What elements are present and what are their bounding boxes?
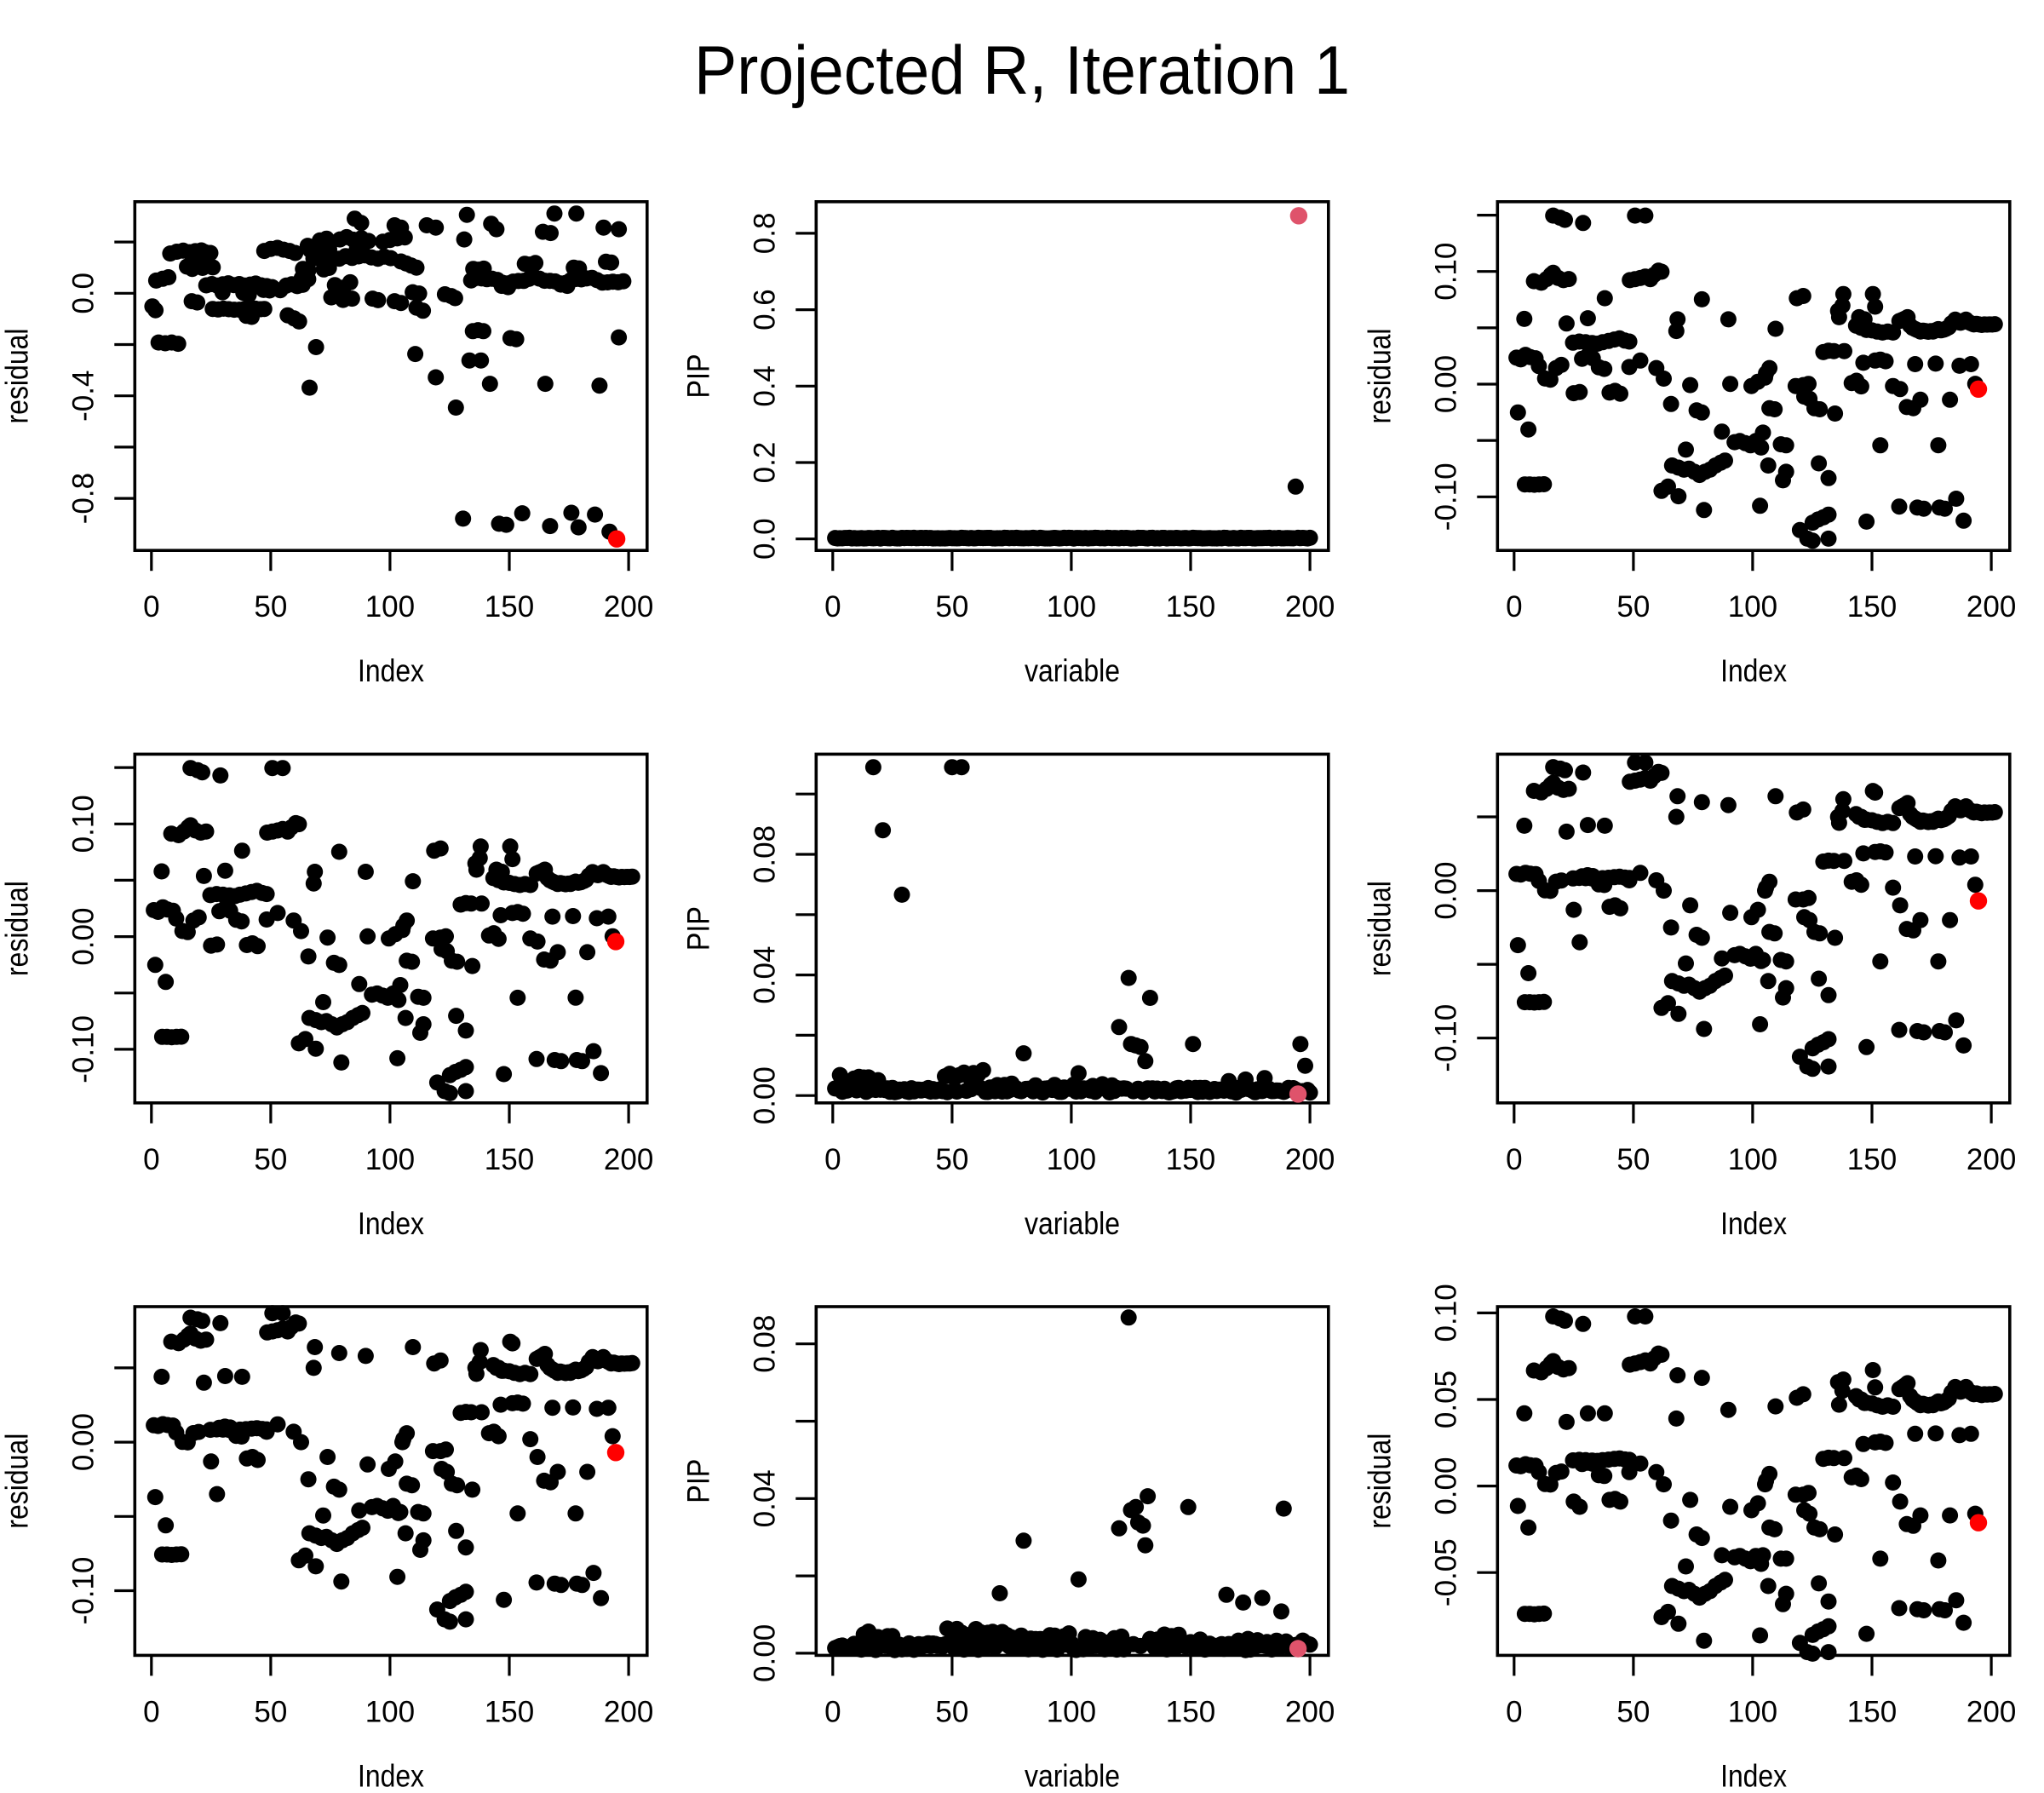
- svg-text:200: 200: [604, 1695, 653, 1728]
- svg-text:0.04: 0.04: [748, 946, 781, 1004]
- svg-text:0: 0: [824, 1143, 841, 1176]
- svg-text:100: 100: [365, 1695, 415, 1728]
- svg-text:150: 150: [1847, 1143, 1897, 1176]
- svg-text:0: 0: [824, 590, 841, 624]
- svg-text:200: 200: [1285, 1143, 1335, 1176]
- svg-text:150: 150: [1166, 1143, 1215, 1176]
- svg-text:residual: residual: [0, 881, 34, 976]
- svg-text:0.8: 0.8: [748, 213, 781, 255]
- svg-text:50: 50: [254, 590, 287, 624]
- svg-text:100: 100: [365, 590, 415, 624]
- svg-text:variable: variable: [1025, 1206, 1120, 1241]
- svg-text:150: 150: [485, 1143, 534, 1176]
- svg-text:50: 50: [254, 1695, 287, 1728]
- svg-text:150: 150: [485, 1695, 534, 1728]
- svg-text:PIP: PIP: [680, 906, 715, 951]
- svg-text:0.6: 0.6: [748, 289, 781, 330]
- svg-text:150: 150: [485, 590, 534, 624]
- svg-text:residual: residual: [1362, 329, 1397, 424]
- svg-text:0.00: 0.00: [1429, 355, 1462, 413]
- svg-text:0.04: 0.04: [748, 1469, 781, 1527]
- svg-text:residual: residual: [0, 1434, 34, 1529]
- svg-text:0.0: 0.0: [66, 273, 100, 314]
- svg-text:200: 200: [604, 590, 653, 624]
- svg-text:0.10: 0.10: [1429, 1284, 1462, 1342]
- svg-text:0.00: 0.00: [66, 908, 100, 966]
- svg-text:PIP: PIP: [680, 354, 715, 399]
- svg-text:Index: Index: [1720, 653, 1787, 688]
- svg-text:Index: Index: [358, 653, 424, 688]
- svg-text:100: 100: [1728, 1143, 1777, 1176]
- svg-text:Index: Index: [358, 1206, 424, 1241]
- svg-text:150: 150: [1166, 590, 1215, 624]
- svg-text:0.4: 0.4: [748, 365, 781, 407]
- svg-text:-0.4: -0.4: [66, 371, 100, 422]
- svg-text:residual: residual: [0, 329, 34, 424]
- svg-text:200: 200: [1966, 1695, 2016, 1728]
- svg-text:0.2: 0.2: [748, 442, 781, 484]
- svg-text:Index: Index: [1720, 1206, 1787, 1241]
- svg-text:50: 50: [1616, 590, 1650, 624]
- svg-text:200: 200: [1966, 590, 2016, 624]
- svg-text:residual: residual: [1362, 881, 1397, 976]
- svg-text:0: 0: [143, 1695, 159, 1728]
- svg-text:50: 50: [935, 1143, 968, 1176]
- svg-text:50: 50: [935, 1695, 968, 1728]
- svg-text:100: 100: [1047, 1695, 1096, 1728]
- svg-text:residual: residual: [1362, 1434, 1397, 1529]
- svg-text:-0.05: -0.05: [1429, 1538, 1462, 1606]
- svg-text:-0.10: -0.10: [66, 1557, 100, 1625]
- svg-text:variable: variable: [1025, 653, 1120, 688]
- svg-text:0.10: 0.10: [1429, 243, 1462, 301]
- svg-text:100: 100: [1047, 1143, 1096, 1176]
- svg-text:0: 0: [1506, 1695, 1522, 1728]
- svg-text:Index: Index: [1720, 1758, 1787, 1789]
- svg-text:100: 100: [1728, 1695, 1777, 1728]
- svg-text:150: 150: [1847, 1695, 1897, 1728]
- svg-text:150: 150: [1166, 1695, 1215, 1728]
- svg-text:PIP: PIP: [680, 1459, 715, 1503]
- svg-text:0.00: 0.00: [1429, 1457, 1462, 1515]
- svg-text:0.00: 0.00: [748, 1624, 781, 1682]
- svg-text:-0.10: -0.10: [1429, 1004, 1462, 1072]
- svg-text:0: 0: [1506, 590, 1522, 624]
- svg-text:0.00: 0.00: [748, 1066, 781, 1124]
- svg-text:Index: Index: [358, 1758, 424, 1789]
- svg-text:0.05: 0.05: [1429, 1371, 1462, 1428]
- svg-text:0: 0: [1506, 1143, 1522, 1176]
- svg-text:0: 0: [824, 1695, 841, 1728]
- svg-text:100: 100: [1047, 590, 1096, 624]
- svg-text:200: 200: [1285, 1695, 1335, 1728]
- svg-text:200: 200: [1285, 590, 1335, 624]
- svg-text:50: 50: [935, 590, 968, 624]
- svg-text:0: 0: [143, 1143, 159, 1176]
- svg-text:0: 0: [143, 590, 159, 624]
- svg-text:100: 100: [365, 1143, 415, 1176]
- svg-text:-0.10: -0.10: [66, 1015, 100, 1083]
- svg-text:-0.8: -0.8: [66, 473, 100, 524]
- svg-text:100: 100: [1728, 590, 1777, 624]
- svg-text:0.00: 0.00: [1429, 862, 1462, 920]
- svg-text:0.08: 0.08: [748, 825, 781, 883]
- svg-text:50: 50: [1616, 1695, 1650, 1728]
- svg-text:0.0: 0.0: [748, 518, 781, 560]
- svg-text:50: 50: [1616, 1143, 1650, 1176]
- svg-text:0.08: 0.08: [748, 1315, 781, 1373]
- svg-text:0.00: 0.00: [66, 1413, 100, 1471]
- svg-text:0.10: 0.10: [66, 795, 100, 853]
- svg-text:-0.10: -0.10: [1429, 463, 1462, 531]
- svg-text:variable: variable: [1025, 1758, 1120, 1789]
- svg-text:200: 200: [1966, 1143, 2016, 1176]
- svg-text:50: 50: [254, 1143, 287, 1176]
- svg-text:Projected R, Iteration 1: Projected R, Iteration 1: [694, 32, 1350, 109]
- svg-text:200: 200: [604, 1143, 653, 1176]
- svg-text:150: 150: [1847, 590, 1897, 624]
